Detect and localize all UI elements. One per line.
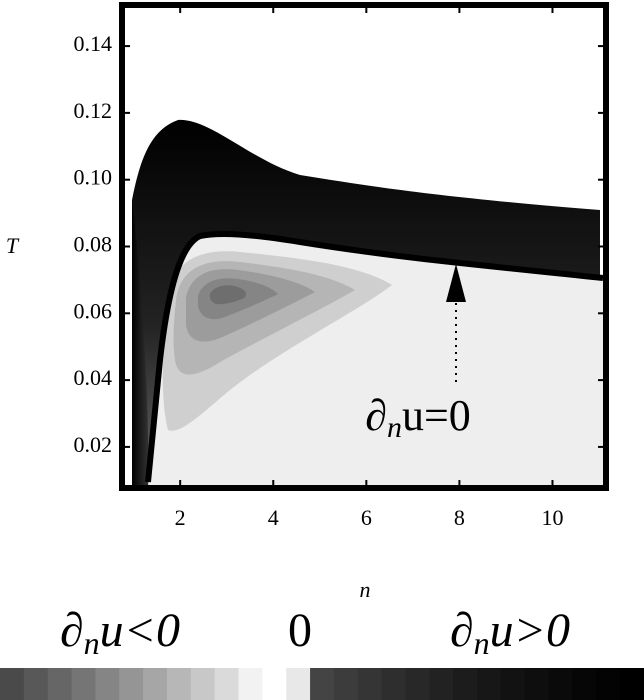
positive-region-edge xyxy=(132,200,149,488)
arrow-head xyxy=(446,264,466,302)
plot-area xyxy=(119,2,609,491)
y-tick-label: 0.08 xyxy=(74,232,113,257)
y-tick-label: 0.06 xyxy=(74,298,113,323)
colorbar-swatch xyxy=(548,668,573,700)
colorbar-swatch xyxy=(405,668,430,700)
colorbar-swatch xyxy=(357,668,383,700)
colorbar-swatch xyxy=(238,668,263,700)
annotation-text: u=0 xyxy=(402,391,471,440)
colorbar-swatch xyxy=(381,668,406,700)
colorbar-label-subscript: n xyxy=(474,625,490,661)
colorbar-label: ∂nu<0 xyxy=(60,604,180,661)
colorbar-swatch xyxy=(0,668,25,700)
colorbar-swatch xyxy=(429,668,454,700)
colorbar-swatch xyxy=(310,668,335,700)
colorbar-swatch xyxy=(333,668,359,700)
colorbar-swatch xyxy=(47,668,73,700)
x-tick-label: 8 xyxy=(454,505,465,530)
colorbar-swatch xyxy=(166,668,192,700)
colorbar-swatch xyxy=(286,668,311,700)
x-tick-label: 4 xyxy=(268,505,279,530)
colorbar-swatch xyxy=(572,668,597,700)
y-tick-label: 0.04 xyxy=(74,365,113,390)
colorbar-swatch xyxy=(214,668,240,700)
colorbar-swatch xyxy=(143,668,168,700)
colorbar-label-symbol: 0 xyxy=(288,604,312,657)
colorbar-label: ∂nu>0 xyxy=(450,604,570,661)
colorbar-label-text: u<0 xyxy=(100,604,180,657)
annotation-subscript: n xyxy=(387,411,402,444)
annotation-symbol: ∂ xyxy=(365,391,387,440)
x-axis-label: n xyxy=(360,577,371,602)
colorbar-label-text: u>0 xyxy=(490,604,570,657)
y-tick-label: 0.02 xyxy=(74,432,113,457)
colorbar-swatch xyxy=(95,668,120,700)
x-tick-label: 2 xyxy=(175,505,186,530)
colorbar-swatch xyxy=(477,668,502,700)
y-tick-label: 0.10 xyxy=(74,165,113,190)
colorbar-swatch xyxy=(596,668,621,700)
colorbar-label-subscript: n xyxy=(84,625,100,661)
contour-level xyxy=(209,285,246,305)
colorbar-labels: ∂nu<0 0 ∂nu>0 xyxy=(60,604,570,661)
colorbar xyxy=(0,668,644,700)
colorbar-label: 0 xyxy=(288,604,312,657)
colorbar-swatch xyxy=(500,668,526,700)
x-tick-label: 6 xyxy=(361,505,372,530)
x-tick-label: 10 xyxy=(541,505,563,530)
colorbar-swatch xyxy=(119,668,144,700)
colorbar-label-symbol: ∂ xyxy=(450,604,474,657)
colorbar-label-symbol: ∂ xyxy=(60,604,84,657)
y-axis-label: T xyxy=(6,233,20,258)
positive-region xyxy=(132,119,600,488)
colorbar-swatch xyxy=(620,668,644,700)
y-tick-label: 0.12 xyxy=(74,98,113,123)
colorbar-swatch xyxy=(23,668,49,700)
colorbar-swatch xyxy=(453,668,478,700)
colorbar-swatch xyxy=(262,668,287,700)
y-tick-label: 0.14 xyxy=(74,31,113,56)
annotation: ∂nu=0 xyxy=(365,391,471,444)
zero-contour xyxy=(145,231,604,483)
colorbar-swatch xyxy=(524,668,550,700)
colorbar-swatch xyxy=(190,668,216,700)
colorbar-swatch xyxy=(71,668,96,700)
